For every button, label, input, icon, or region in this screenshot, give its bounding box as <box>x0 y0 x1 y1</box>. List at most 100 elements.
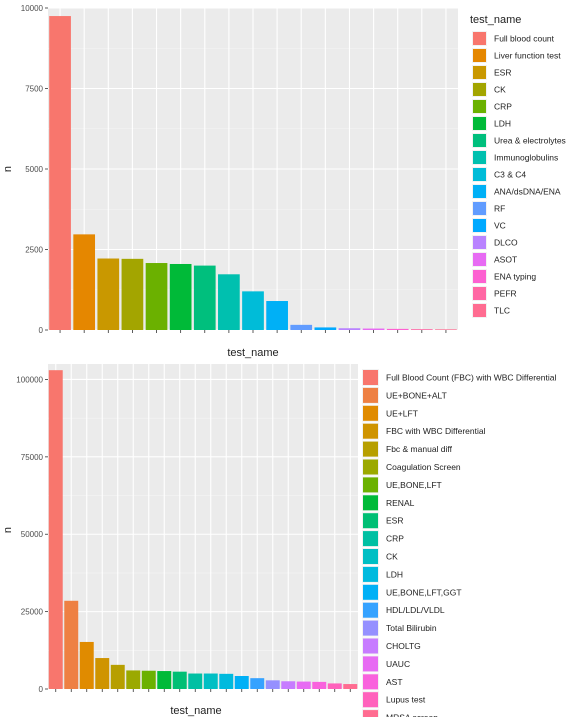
bar-9 <box>242 291 264 330</box>
bar-8 <box>157 671 172 689</box>
legend-swatch-13 <box>363 584 378 600</box>
bar-2 <box>64 600 79 689</box>
y-tick-label: 50000 <box>21 530 44 539</box>
legend-label-3: ESR <box>494 68 511 78</box>
legend-label-2: Liver function test <box>494 51 561 61</box>
legend-swatch-16 <box>363 638 378 654</box>
legend-swatch-7 <box>473 134 486 147</box>
bar-1 <box>49 16 71 331</box>
bar-17 <box>435 329 457 330</box>
legend-label-2: UE+BONE+ALT <box>386 390 447 400</box>
y-axis-title: n <box>2 166 14 172</box>
bar-1 <box>48 370 63 689</box>
legend-swatch-4 <box>363 423 378 439</box>
legend-swatch-10 <box>473 185 486 198</box>
legend-label-17: UAUC <box>386 659 410 669</box>
y-tick-label: 5000 <box>25 165 43 174</box>
legend-swatch-11 <box>363 549 378 564</box>
bar-12 <box>219 673 234 689</box>
y-tick-label: 100000 <box>16 375 43 384</box>
legend-label-14: HDL/LDL/VLDL <box>386 605 445 615</box>
bar-20 <box>343 684 358 689</box>
legend-swatch-15 <box>363 620 378 636</box>
legend-swatch-9 <box>363 513 378 529</box>
legend-label-8: RENAL <box>386 498 415 508</box>
bar-17 <box>296 681 311 689</box>
y-tick-label: 0 <box>39 326 44 335</box>
legend-swatch-11 <box>473 202 486 215</box>
legend-label-6: LDH <box>494 119 511 129</box>
legend-swatch-3 <box>363 405 378 421</box>
y-axis-title: n <box>2 527 14 533</box>
legend-label-12: VC <box>494 221 506 231</box>
bar-6 <box>126 670 141 689</box>
legend-label-1: Full blood count <box>494 34 555 44</box>
legend-label-9: ESR <box>386 516 403 526</box>
bar-7 <box>193 265 216 330</box>
legend-label-5: Fbc & manual diff <box>386 444 453 454</box>
bar-8 <box>218 274 240 330</box>
bar-4 <box>121 258 144 330</box>
y-tick-label: 7500 <box>25 85 43 94</box>
bar-3 <box>97 258 120 330</box>
y-tick-label: 2500 <box>25 246 43 255</box>
legend-label-5: CRP <box>494 102 512 112</box>
bar-7 <box>141 670 156 689</box>
legend-swatch-6 <box>363 459 378 475</box>
bar-2 <box>73 234 96 330</box>
legend-swatch-16 <box>473 287 486 300</box>
bar-16 <box>410 329 433 330</box>
legend-label-13: UE,BONE,LFT,GGT <box>386 587 462 597</box>
legend-label-16: CHOLTG <box>386 641 421 651</box>
legend-label-16: PEFR <box>494 289 517 299</box>
legend-label-3: UE+LFT <box>386 408 418 418</box>
bar-13 <box>234 676 249 689</box>
bar-19 <box>327 683 342 689</box>
legend-label-15: Total Bilirubin <box>386 623 437 633</box>
legend-label-4: FBC with WBC Differential <box>386 426 486 436</box>
legend-label-10: ANA/dsDNA/ENA <box>494 187 561 197</box>
bar-11 <box>290 324 313 330</box>
legend-swatch-3 <box>473 66 486 79</box>
legend-label-6: Coagulation Screen <box>386 462 461 472</box>
legend-swatch-17 <box>473 304 486 317</box>
legend-label-11: CK <box>386 552 398 562</box>
bar-18 <box>312 681 327 689</box>
bar-12 <box>314 327 337 330</box>
legend-label-20: MRSA screen <box>386 713 438 717</box>
legend-swatch-15 <box>473 270 486 283</box>
x-axis-title: test_name <box>170 705 221 717</box>
legend-label-13: DLCO <box>494 238 518 248</box>
legend-swatch-20 <box>363 710 378 717</box>
legend-swatch-12 <box>363 566 378 582</box>
bar-6 <box>169 263 192 330</box>
y-tick-label: 25000 <box>21 608 44 617</box>
legend-title: test_name <box>470 14 521 26</box>
bar-4 <box>95 658 110 689</box>
legend-swatch-2 <box>473 49 486 62</box>
y-tick-label: 10000 <box>21 4 44 13</box>
bar-14 <box>362 328 385 330</box>
y-tick-label: 0 <box>39 685 44 694</box>
legend-swatch-18 <box>363 674 378 690</box>
legend-swatch-12 <box>473 219 486 232</box>
legend-label-8: Immunoglobulins <box>494 153 558 163</box>
bar-3 <box>79 641 94 689</box>
legend-swatch-8 <box>473 151 486 164</box>
legend-swatch-9 <box>473 168 486 181</box>
legend-swatch-17 <box>363 656 378 672</box>
bar-5 <box>110 664 125 689</box>
plot-panel <box>48 364 358 689</box>
legend-swatch-13 <box>473 236 486 249</box>
bar-15 <box>265 680 280 689</box>
legend-swatch-2 <box>363 387 378 403</box>
legend-label-17: TLC <box>494 306 510 316</box>
bar-11 <box>203 673 218 689</box>
y-tick-label: 75000 <box>21 453 44 462</box>
bar-14 <box>250 678 265 689</box>
legend-label-14: ASOT <box>494 255 517 265</box>
bar-16 <box>281 681 296 689</box>
x-axis-title: test_name <box>227 347 278 359</box>
legend-label-15: ENA typing <box>494 272 536 282</box>
